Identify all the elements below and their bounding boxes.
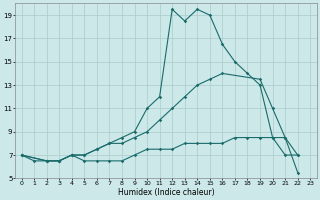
- X-axis label: Humidex (Indice chaleur): Humidex (Indice chaleur): [117, 188, 214, 197]
